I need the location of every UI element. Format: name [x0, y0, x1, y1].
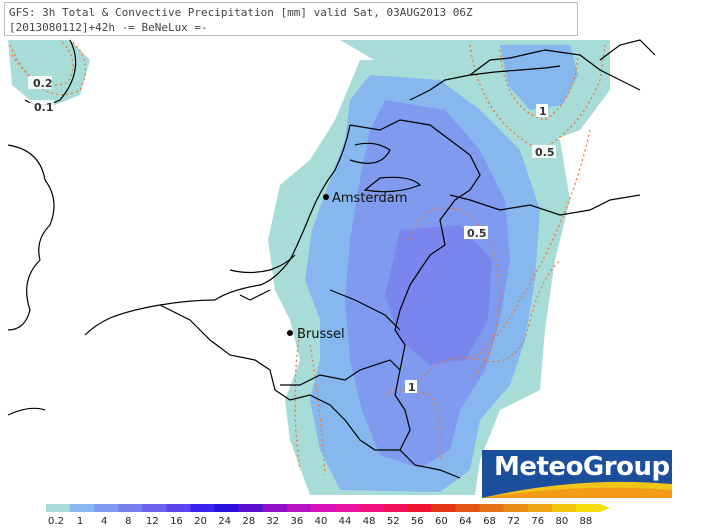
legend-swatch [70, 504, 95, 512]
map-header: GFS: 3h Total & Convective Precipitation… [4, 2, 578, 36]
legend-swatch [407, 504, 432, 512]
legend-tick-label: 0.2 [48, 516, 64, 527]
color-legend: 0.2 1 4 8 12 16 20 24 28 32 36 40 44 48 52 56 60 64 68 72 76… [46, 504, 610, 527]
legend-swatch [166, 504, 192, 512]
legend-swatch [431, 504, 456, 512]
legend-swatch [238, 504, 264, 512]
legend-swatch [575, 504, 601, 512]
contour-label: 1 [408, 381, 416, 394]
contour-labels: 0.2 0.1 1 0.5 0.5 1 [28, 76, 556, 394]
legend-swatch [262, 504, 288, 512]
isolines [9, 39, 606, 476]
legend-swatch [94, 504, 119, 512]
meteogroup-logo: MeteoGroup [482, 450, 672, 498]
legend-tick-label: 48 [363, 516, 376, 527]
legend-tick-label: 76 [531, 516, 544, 527]
legend-swatch [335, 504, 360, 512]
legend-tick-label: 8 [125, 516, 131, 527]
contour-label: 0.5 [535, 146, 555, 159]
amsterdam-dot [323, 194, 329, 200]
logo-text: MeteoGroup [494, 452, 670, 482]
contour-label: 0.5 [467, 227, 487, 240]
legend-tick-label: 28 [242, 516, 255, 527]
legend-tick-label: 20 [194, 516, 207, 527]
legend-swatch [118, 504, 143, 512]
legend-tick-label: 12 [146, 516, 159, 527]
legend-arrow [600, 504, 610, 512]
city-markers: Amsterdam Brussel [287, 191, 407, 342]
header-run-info: [2013080112]+42h -= BeNeLux =- [9, 21, 208, 34]
brussel-dot [287, 330, 293, 336]
legend-tick-label: 32 [266, 516, 279, 527]
legend-swatch [359, 504, 384, 512]
legend-tick-label: 56 [411, 516, 424, 527]
legend-tick-label: 44 [339, 516, 352, 527]
legend-tick-label: 60 [435, 516, 448, 527]
legend-tick-label: 88 [580, 516, 593, 527]
legend-tick-label: 4 [101, 516, 107, 527]
coastline-borders [7, 39, 656, 479]
legend-swatch [527, 504, 553, 512]
contour-label: 0.2 [33, 77, 53, 90]
city-label-brussel: Brussel [297, 327, 345, 342]
city-label-amsterdam: Amsterdam [332, 191, 407, 206]
legend-swatch [190, 504, 216, 512]
legend-tick-label: 68 [483, 516, 496, 527]
legend-tick-label: 36 [291, 516, 304, 527]
legend-swatch [551, 504, 577, 512]
legend-ticks: 0.2 1 4 8 12 16 20 24 28 32 36 40 44 48 52 56 60 64 68 72 76… [48, 516, 592, 527]
legend-tick-label: 1 [77, 516, 83, 527]
legend-swatch [142, 504, 167, 512]
legend-tick-label: 64 [459, 516, 472, 527]
legend-swatch [503, 504, 529, 512]
legend-swatch [479, 504, 505, 512]
legend-tick-label: 40 [315, 516, 328, 527]
legend-tick-label: 80 [555, 516, 568, 527]
legend-tick-label: 72 [507, 516, 520, 527]
legend-swatch [214, 504, 240, 512]
contour-label: 0.1 [34, 101, 54, 114]
legend-tick-label: 24 [218, 516, 231, 527]
legend-swatch [383, 504, 408, 512]
header-title: GFS: 3h Total & Convective Precipitation… [9, 6, 473, 19]
legend-swatch [310, 504, 336, 512]
logo-swoosh-icon [482, 481, 672, 498]
legend-tick-label: 52 [387, 516, 400, 527]
legend-swatch [455, 504, 481, 512]
contour-label: 1 [539, 105, 547, 118]
legend-tick-label: 16 [170, 516, 183, 527]
legend-swatch [286, 504, 312, 512]
legend-bars [46, 504, 610, 512]
legend-swatch [46, 504, 71, 512]
